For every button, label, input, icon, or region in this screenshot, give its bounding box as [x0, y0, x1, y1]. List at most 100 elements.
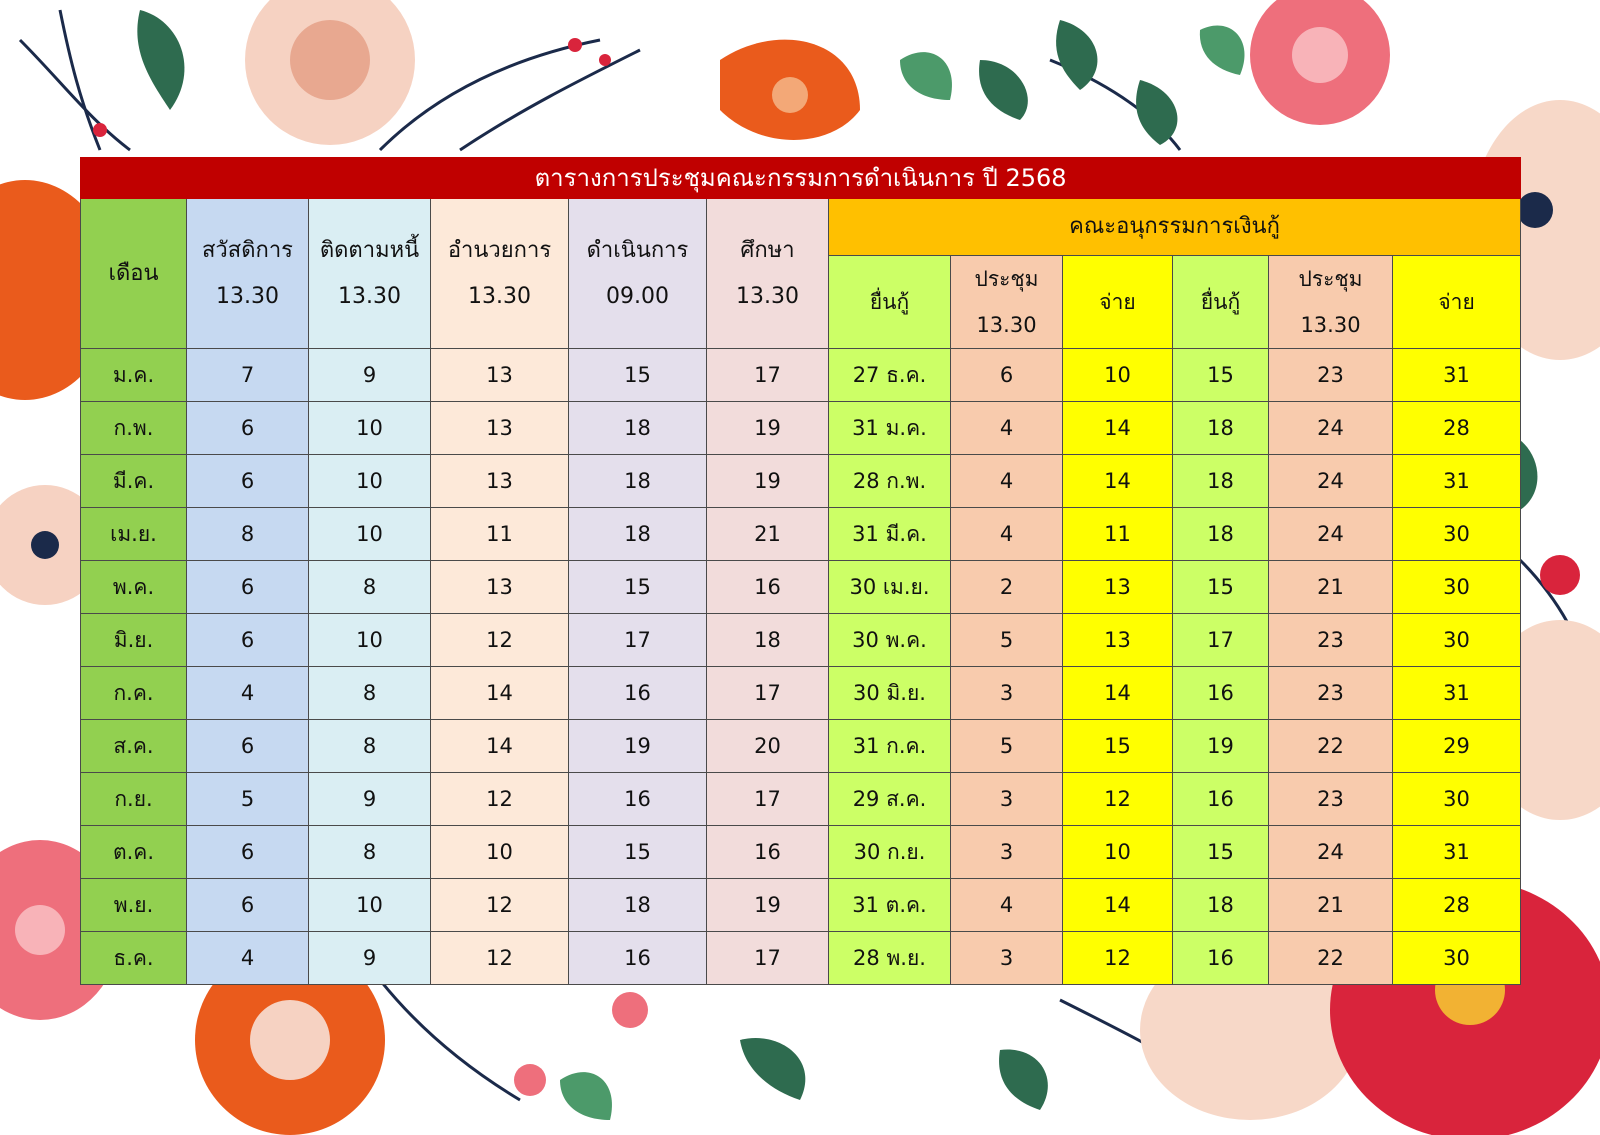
loan-meeting-cell-2: 24 [1268, 507, 1393, 561]
debt-follow-cell: 10 [308, 613, 431, 667]
education-cell: 19 [706, 401, 829, 455]
table-row: ม.ค. 7 9 13 15 17 27 ธ.ค. 6 10 15 23 31 [80, 348, 1522, 402]
administration-cell: 14 [430, 666, 569, 720]
loan-apply-cell-2: 15 [1172, 348, 1269, 402]
loan-meeting-cell-2: 23 [1268, 613, 1393, 667]
loan-apply-cell-1: 31 มี.ค. [828, 507, 951, 561]
loan-meeting-cell-2: 24 [1268, 825, 1393, 879]
loan-pay-cell-2: 30 [1391, 613, 1522, 667]
welfare-cell: 7 [186, 348, 309, 402]
loan-pay-header-1: จ่าย [1062, 255, 1173, 349]
loan-pay-cell-2: 28 [1391, 878, 1522, 932]
loan-apply-header-1: ยื่นกู้ [828, 255, 951, 349]
operation-cell: 16 [568, 772, 707, 826]
loan-apply-cell-1: 31 ก.ค. [828, 719, 951, 773]
loan-meeting-header-1: ประชุม 13.30 [950, 255, 1063, 349]
table-row: พ.ค. 6 8 13 15 16 30 เม.ย. 2 13 15 21 30 [80, 560, 1522, 614]
loan-pay-cell-2: 31 [1391, 666, 1522, 720]
operation-cell: 16 [568, 666, 707, 720]
welfare-cell: 6 [186, 719, 309, 773]
loan-apply-cell-2: 16 [1172, 931, 1269, 985]
education-cell: 17 [706, 772, 829, 826]
month-cell: มิ.ย. [80, 613, 187, 667]
month-cell: พ.ย. [80, 878, 187, 932]
loan-pay-cell-1: 12 [1062, 931, 1173, 985]
table-title: ตารางการประชุมคณะกรรมการดำเนินการ ปี 256… [79, 157, 1522, 199]
welfare-cell: 4 [186, 931, 309, 985]
loan-meeting-cell-2: 24 [1268, 401, 1393, 455]
debt-follow-cell: 8 [308, 825, 431, 879]
loan-meeting-cell-1: 4 [950, 878, 1063, 932]
education-header: ศึกษา 13.30 [706, 198, 829, 349]
education-cell: 19 [706, 454, 829, 508]
loan-meeting-cell-1: 2 [950, 560, 1063, 614]
loan-meeting-cell-2: 21 [1268, 560, 1393, 614]
loan-apply-cell-1: 30 พ.ค. [828, 613, 951, 667]
loan-pay-cell-2: 30 [1391, 560, 1522, 614]
administration-cell: 13 [430, 560, 569, 614]
loan-pay-cell-1: 11 [1062, 507, 1173, 561]
administration-cell: 13 [430, 454, 569, 508]
welfare-cell: 6 [186, 454, 309, 508]
loan-meeting-cell-2: 22 [1268, 931, 1393, 985]
table-row: ต.ค. 6 8 10 15 16 30 ก.ย. 3 10 15 24 31 [80, 825, 1522, 879]
loan-meeting-cell-1: 4 [950, 401, 1063, 455]
loan-apply-cell-2: 15 [1172, 825, 1269, 879]
education-cell: 20 [706, 719, 829, 773]
operation-cell: 15 [568, 825, 707, 879]
operation-cell: 18 [568, 507, 707, 561]
month-cell: พ.ค. [80, 560, 187, 614]
administration-cell: 10 [430, 825, 569, 879]
operation-cell: 19 [568, 719, 707, 773]
month-cell: ก.พ. [80, 401, 187, 455]
administration-cell: 12 [430, 931, 569, 985]
table-row: ส.ค. 6 8 14 19 20 31 ก.ค. 5 15 19 22 29 [80, 719, 1522, 773]
loan-apply-cell-1: 31 ต.ค. [828, 878, 951, 932]
month-cell: ต.ค. [80, 825, 187, 879]
debt-follow-header: ติดตามหนี้ 13.30 [308, 198, 431, 349]
education-cell: 16 [706, 825, 829, 879]
loan-apply-cell-2: 18 [1172, 401, 1269, 455]
welfare-cell: 6 [186, 613, 309, 667]
month-cell: ส.ค. [80, 719, 187, 773]
operation-cell: 16 [568, 931, 707, 985]
loan-meeting-cell-1: 4 [950, 507, 1063, 561]
meeting-schedule-table: ตารางการประชุมคณะกรรมการดำเนินการ ปี 256… [79, 157, 1522, 985]
debt-follow-cell: 10 [308, 401, 431, 455]
loan-pay-cell-1: 10 [1062, 825, 1173, 879]
debt-follow-cell: 8 [308, 719, 431, 773]
loan-meeting-cell-2: 21 [1268, 878, 1393, 932]
education-cell: 17 [706, 931, 829, 985]
loan-apply-cell-2: 17 [1172, 613, 1269, 667]
table-row: พ.ย. 6 10 12 18 19 31 ต.ค. 4 14 18 21 28 [80, 878, 1522, 932]
loan-meeting-cell-2: 23 [1268, 772, 1393, 826]
loan-apply-cell-1: 28 ก.พ. [828, 454, 951, 508]
loan-apply-cell-1: 29 ส.ค. [828, 772, 951, 826]
loan-meeting-cell-1: 3 [950, 666, 1063, 720]
loan-pay-cell-1: 14 [1062, 666, 1173, 720]
loan-meeting-cell-2: 23 [1268, 666, 1393, 720]
month-cell: เม.ย. [80, 507, 187, 561]
operation-cell: 15 [568, 560, 707, 614]
month-cell: ก.ย. [80, 772, 187, 826]
loan-pay-cell-2: 31 [1391, 825, 1522, 879]
loan-pay-cell-1: 13 [1062, 613, 1173, 667]
education-cell: 17 [706, 666, 829, 720]
loan-meeting-cell-1: 5 [950, 719, 1063, 773]
loan-pay-cell-1: 15 [1062, 719, 1173, 773]
loan-pay-cell-2: 28 [1391, 401, 1522, 455]
loan-apply-cell-1: 30 ก.ย. [828, 825, 951, 879]
debt-follow-cell: 9 [308, 348, 431, 402]
education-cell: 18 [706, 613, 829, 667]
loan-pay-cell-2: 31 [1391, 348, 1522, 402]
loan-meeting-cell-2: 22 [1268, 719, 1393, 773]
operation-cell: 18 [568, 878, 707, 932]
loan-apply-cell-2: 15 [1172, 560, 1269, 614]
table-row: ก.พ. 6 10 13 18 19 31 ม.ค. 4 14 18 24 28 [80, 401, 1522, 455]
loan-pay-cell-1: 13 [1062, 560, 1173, 614]
month-cell: ก.ค. [80, 666, 187, 720]
welfare-cell: 6 [186, 401, 309, 455]
loan-apply-cell-2: 18 [1172, 507, 1269, 561]
debt-follow-cell: 8 [308, 666, 431, 720]
table-row: ธ.ค. 4 9 12 16 17 28 พ.ย. 3 12 16 22 30 [80, 931, 1522, 985]
